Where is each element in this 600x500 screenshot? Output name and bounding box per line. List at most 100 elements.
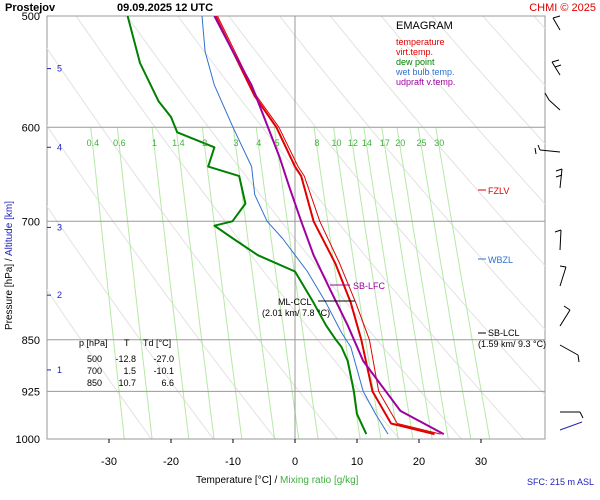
dry-adiabat (431, 16, 545, 145)
sb-lcl-label: SB-LCL (488, 328, 520, 338)
mixing-ratio-label: 17 (380, 138, 390, 148)
series-line-virt-temp- (217, 16, 441, 435)
altitude-tick-label: 5 (57, 64, 62, 74)
mixing-ratio-line (175, 127, 215, 439)
x-axis-mix-label: Mixing ratio [g/kg] (280, 475, 359, 486)
wind-barb (559, 305, 571, 327)
sb-lcl-detail: (1.59 km/ 9.3 °C) (478, 339, 546, 349)
mixing-ratio-label: 25 (416, 138, 426, 148)
datetime-title: 09.09.2025 12 UTC (117, 2, 213, 14)
dry-adiabat (533, 16, 545, 30)
mixing-ratio-label: 14 (362, 138, 372, 148)
legend-wet-bulb: wet bulb temp. (395, 67, 455, 77)
mixing-ratio-label: 4 (256, 138, 261, 148)
table-cell: -12.8 (115, 354, 136, 364)
mixing-ratio-line (151, 127, 190, 439)
y-axis-separator: / (4, 256, 15, 264)
level-annotations: FZLV WBZL SB-LFC ML-CCL (2.01 km/ 7.8 °C… (262, 186, 546, 349)
mixing-ratio-line (90, 127, 125, 439)
mixing-ratio-label: 12 (348, 138, 358, 148)
temp-tick-label: 30 (475, 456, 487, 468)
grid-layer (47, 16, 600, 439)
series-line-udpraft-v-temp- (213, 16, 445, 435)
legend-virt-temp: virt.temp. (396, 47, 433, 57)
altitude-tick-label: 2 (57, 290, 62, 300)
mixing-ratio-line (435, 127, 491, 439)
pressure-tick-label: 1000 (16, 434, 40, 446)
mixing-ratio-line (396, 127, 449, 439)
table-cell: -27.0 (153, 354, 174, 364)
table-cell: 1.5 (123, 366, 136, 376)
values-table: p [hPa] T Td [°C] 500 -12.8 -27.0 700 1.… (79, 338, 174, 388)
dry-adiabat (75, 16, 400, 439)
legend-dew-point: dew point (396, 57, 435, 67)
dry-adiabat (177, 16, 524, 439)
mixing-ratio-line (273, 127, 319, 439)
altitude-tick-label: 1 (57, 365, 62, 375)
dry-adiabat (330, 16, 545, 267)
wind-barb (560, 411, 584, 419)
series-line-wet-bulb-temp- (201, 16, 389, 435)
pressure-tick-label: 925 (22, 386, 40, 398)
mixing-ratio-label: 20 (395, 138, 405, 148)
wind-barb (555, 168, 563, 189)
station-title: Prostejov (5, 2, 56, 14)
ml-ccl-label: ML-CCL (278, 297, 312, 307)
table-header-t: T (124, 338, 130, 348)
dry-adiabat (47, 125, 276, 439)
wind-barb (551, 59, 562, 76)
mixing-ratio-line (349, 127, 399, 439)
legend-title: EMAGRAM (396, 20, 453, 32)
series-line-dew-point (126, 16, 368, 435)
dry-adiabat (380, 16, 545, 205)
y-axis-title: Pressure [hPa] / Altitude [km] (4, 201, 15, 330)
altitude-tick-label: 4 (57, 142, 62, 152)
copyright-link[interactable]: CHMI © 2025 (529, 2, 596, 14)
temp-tick-label: -20 (163, 456, 179, 468)
mixing-ratio-label: 2 (202, 138, 207, 148)
table-cell: 10.7 (118, 378, 136, 388)
wind-barbs (534, 15, 584, 431)
table-header-p: p [hPa] (79, 338, 108, 348)
x-axis-temp-label: Temperature [°C] (196, 475, 272, 486)
sfc-note: SFC: 215 m ASL (527, 477, 594, 487)
temp-tick-label: -30 (101, 456, 117, 468)
legend: EMAGRAM temperature virt.temp. dew point… (395, 20, 455, 87)
temp-tick-label: 20 (413, 456, 425, 468)
pressure-tick-label: 600 (22, 122, 40, 134)
wbzl-label: WBZL (488, 255, 513, 265)
ml-ccl-detail: (2.01 km/ 7.8 °C) (262, 308, 330, 318)
fzlv-label: FZLV (488, 186, 509, 196)
y-axis-altitude-label: Altitude [km] (4, 201, 15, 256)
table-cell: 850 (87, 378, 102, 388)
dry-adiabat (47, 289, 152, 439)
mixing-ratio-line (201, 127, 243, 439)
legend-updraft: udpraft v.temp. (396, 77, 455, 87)
pressure-tick-label: 850 (22, 335, 40, 347)
mixing-ratio-line (255, 127, 300, 439)
wind-barb (559, 421, 583, 431)
wind-barb (552, 15, 561, 31)
temp-tick-label: -10 (225, 456, 241, 468)
table-cell: 700 (87, 366, 102, 376)
table-cell: 500 (87, 354, 102, 364)
pressure-tick-label: 500 (22, 11, 40, 23)
altitude-tick-label: 3 (57, 222, 62, 232)
series-layer (126, 16, 445, 436)
y-axis-pressure-label: Pressure [hPa] (4, 264, 15, 330)
mixing-ratio-label: 1 (152, 138, 157, 148)
mixing-ratio-label: 0.6 (113, 138, 126, 148)
mixing-ratio-line (381, 127, 433, 439)
mixing-ratio-line (116, 127, 153, 439)
wind-barb (559, 344, 580, 363)
plot-frame (46, 15, 546, 440)
dry-adiabat (126, 16, 462, 439)
sb-lfc-label: SB-LFC (353, 281, 386, 291)
mixing-ratio-label: 10 (331, 138, 341, 148)
temp-tick-label: 10 (351, 456, 363, 468)
dry-adiabat (585, 16, 600, 439)
table-header-td: Td [°C] (143, 338, 171, 348)
axis-layer: 0.4 0.6 1 1.4 2 3 4 5 8 10 12 14 17 20 25 3050060070085… (16, 11, 488, 468)
pressure-tick-label: 700 (22, 216, 40, 228)
